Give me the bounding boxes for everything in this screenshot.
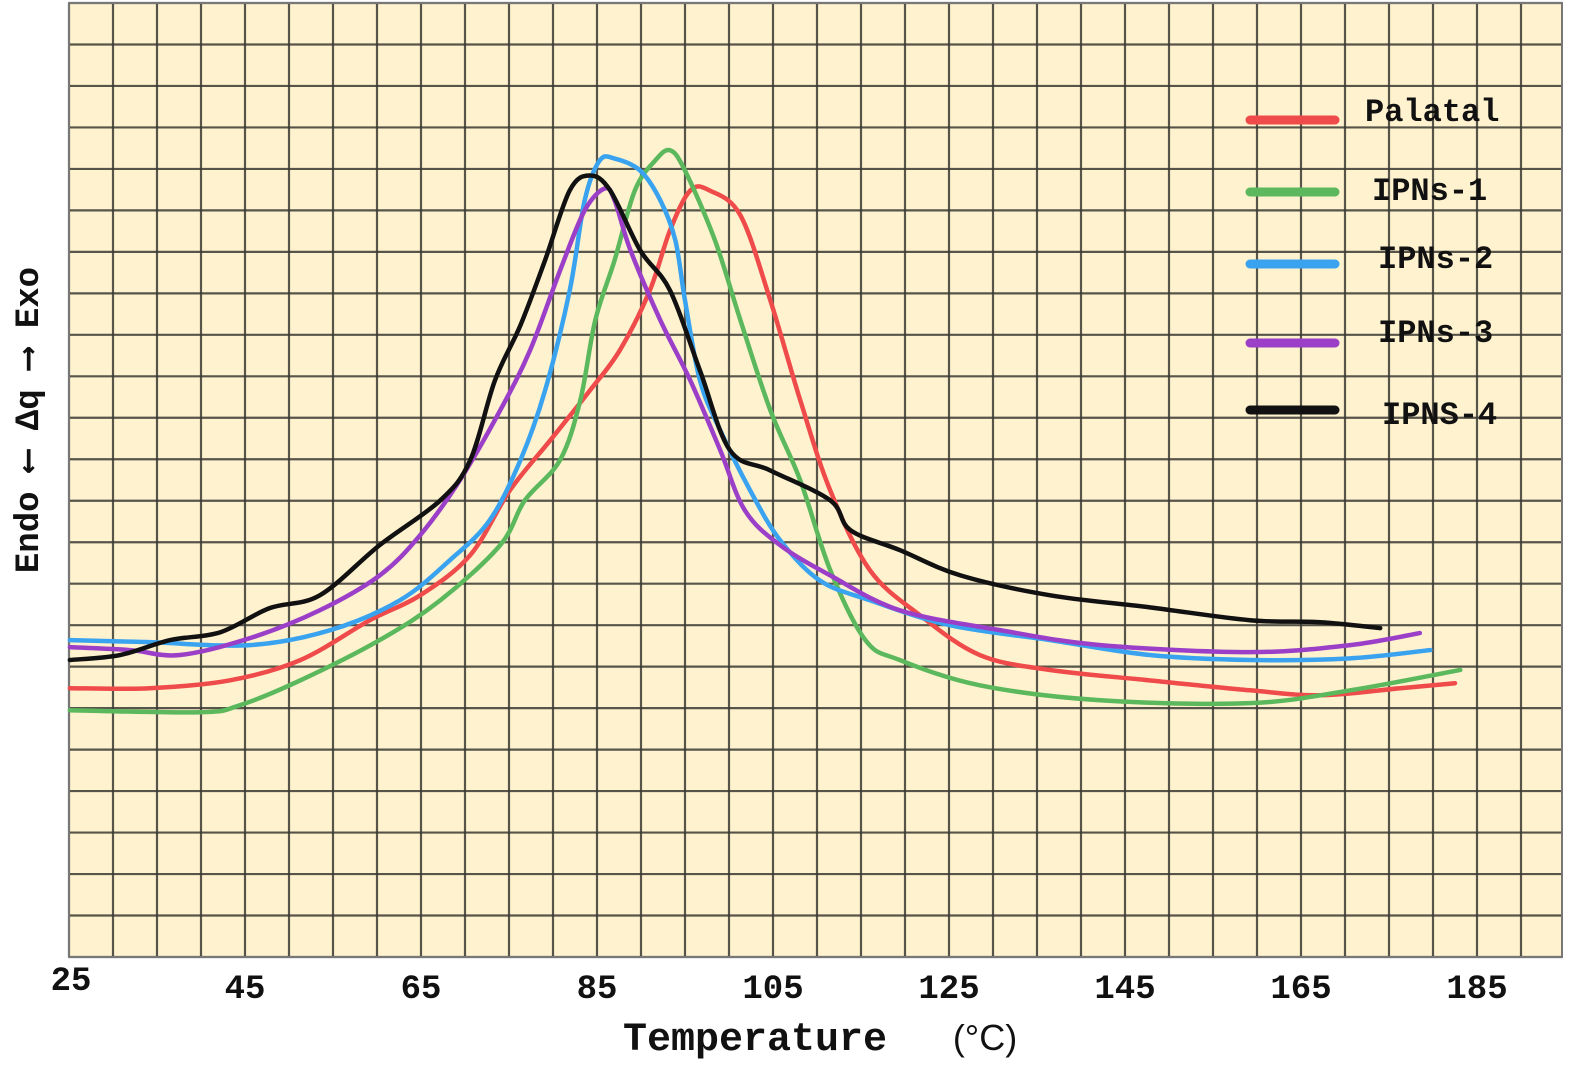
legend-label-ipns-3: IPNs-3 xyxy=(1378,315,1493,352)
series-line-ipns-3 xyxy=(67,185,1423,658)
y-axis-label: Endo ⟵ Δq ⟶ Exo xyxy=(11,267,49,573)
legend-label-palatal: Palatal xyxy=(1365,94,1499,131)
x-tick-label: 25 xyxy=(51,963,92,1001)
x-tick-label: 165 xyxy=(1270,971,1331,1009)
plot-background xyxy=(69,3,1562,957)
plot-border xyxy=(68,2,1563,958)
x-tick-label: 105 xyxy=(742,971,803,1009)
x-tick-label: 85 xyxy=(577,971,618,1009)
x-tick-label: 145 xyxy=(1094,971,1155,1009)
legend: Palatal IPNs-1 IPNs-2 IPNs-3 IPNS-4 xyxy=(1245,94,1499,434)
legend-label-ipns-2: IPNs-2 xyxy=(1378,241,1493,278)
x-tick-labels: 25 45 65 85 105 125 145 165 185 xyxy=(51,963,1508,1009)
grid xyxy=(67,1,1563,959)
legend-label-ipns-1: IPNs-1 xyxy=(1372,173,1487,210)
x-axis-unit: (°C) xyxy=(953,1017,1017,1058)
x-tick-label: 65 xyxy=(401,971,442,1009)
series-lines xyxy=(67,147,1463,715)
series-line-palatal xyxy=(67,184,1458,698)
x-axis-label: Temperature xyxy=(623,1018,887,1063)
x-tick-label: 45 xyxy=(225,971,266,1009)
x-tick-label: 185 xyxy=(1446,971,1507,1009)
series-line-ipns-1 xyxy=(67,147,1463,715)
x-tick-label: 125 xyxy=(918,971,979,1009)
legend-label-ipns-4: IPNS-4 xyxy=(1382,397,1497,434)
series-line-ipns-4 xyxy=(67,173,1383,663)
